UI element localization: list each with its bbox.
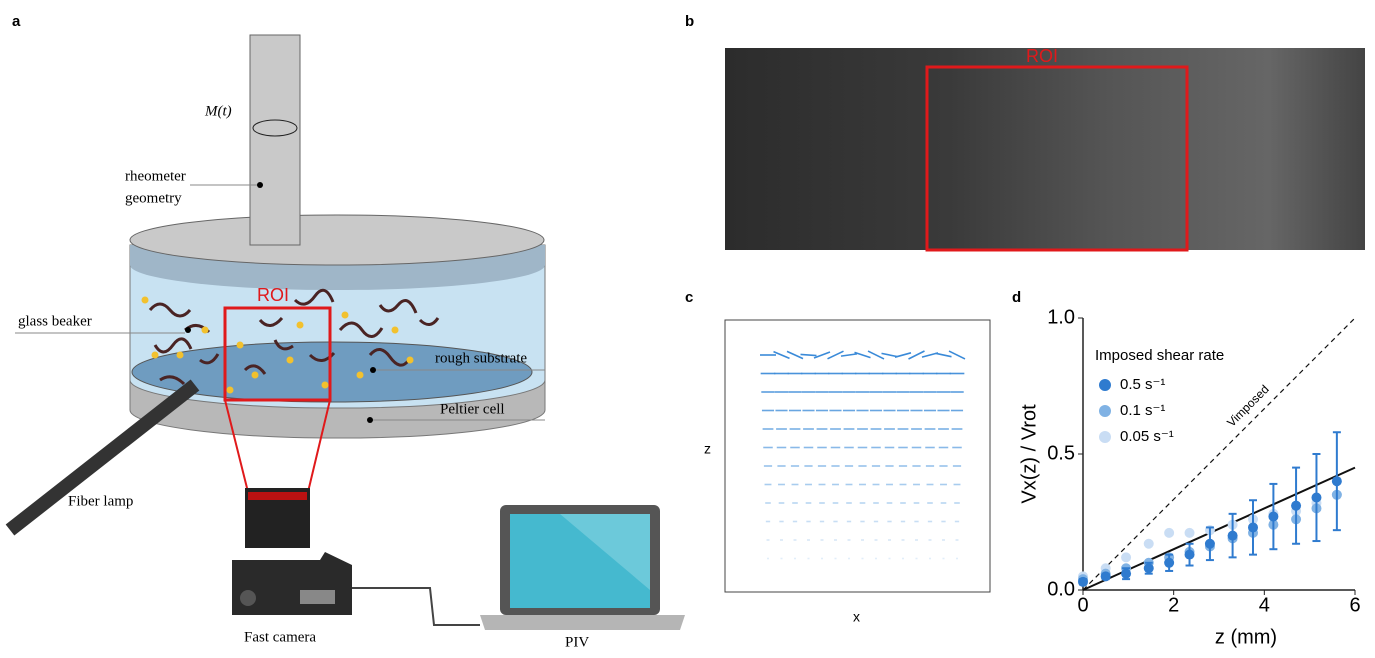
flow-vector: [882, 353, 898, 356]
roi-label: ROI: [1026, 46, 1058, 66]
line-label: Vimposed: [1224, 382, 1271, 429]
panel-label: c: [685, 289, 693, 306]
data-point: [1144, 539, 1154, 549]
data-point: [1268, 512, 1278, 522]
x-tick-label: 2: [1168, 594, 1179, 616]
data-point: [1078, 577, 1088, 587]
x-axis-label: x: [853, 609, 860, 625]
setup-diagram: [10, 35, 685, 630]
geometry-label: geometry: [125, 190, 182, 206]
y-tick-label: 1.0: [1047, 306, 1075, 328]
flow-vector: [936, 353, 952, 356]
x-tick-label: 6: [1349, 594, 1360, 616]
flow-vector: [801, 354, 817, 355]
data-point: [1205, 539, 1215, 549]
data-point: [1185, 550, 1195, 560]
rheometer-label: rheometer: [125, 168, 186, 184]
data-point: [1121, 569, 1131, 579]
lamp-label: Fiber lamp: [68, 493, 133, 509]
legend-label: 0.1 s⁻¹: [1120, 402, 1165, 419]
peltier-label: Peltier cell: [440, 401, 505, 417]
legend-marker: [1099, 431, 1111, 443]
flow-vector: [841, 354, 857, 356]
legend-marker: [1099, 379, 1111, 391]
data-point: [1164, 528, 1174, 538]
panel-label: b: [685, 13, 694, 30]
legend-label: 0.05 s⁻¹: [1120, 428, 1174, 445]
x-tick-label: 4: [1259, 594, 1270, 616]
x-axis-label: z (mm): [1215, 626, 1277, 648]
roi-label: ROI: [257, 285, 289, 305]
legend-title: Imposed shear rate: [1095, 347, 1224, 364]
data-point: [1311, 493, 1321, 503]
y-axis-label: z: [704, 441, 711, 457]
y-axis-label: Vx(z) / Vrot: [1018, 404, 1040, 504]
flow-vector: [949, 351, 965, 359]
data-point: [1164, 558, 1174, 568]
camera-image: [725, 48, 1365, 250]
data-point: [1332, 476, 1342, 486]
torque-label: M(t): [204, 103, 232, 119]
panel-label: a: [12, 13, 21, 30]
x-tick-label: 0: [1077, 594, 1088, 616]
vector-field-frame: [725, 320, 990, 592]
panel-label: d: [1012, 289, 1021, 306]
piv-label: PIV: [565, 634, 589, 650]
data-point: [1101, 571, 1111, 581]
legend-label: 0.5 s⁻¹: [1120, 376, 1165, 393]
data-point: [1291, 501, 1301, 511]
glass-beaker-label: glass beaker: [18, 313, 92, 329]
y-tick-label: 0.0: [1047, 578, 1075, 600]
data-point: [1144, 563, 1154, 573]
data-point: [1228, 531, 1238, 541]
y-tick-label: 0.5: [1047, 442, 1075, 464]
legend-marker: [1099, 405, 1111, 417]
flow-vector: [895, 353, 911, 357]
data-point: [1185, 528, 1195, 538]
data-point: [1248, 522, 1258, 532]
flow-vector: [855, 352, 871, 357]
substrate-label: rough substrate: [435, 350, 527, 366]
data-point: [1121, 552, 1131, 562]
figure: a b c d M(t) rheometer geometry ROI glas…: [0, 0, 1375, 653]
flow-vector: [909, 351, 925, 359]
camera-label: Fast camera: [244, 629, 316, 645]
